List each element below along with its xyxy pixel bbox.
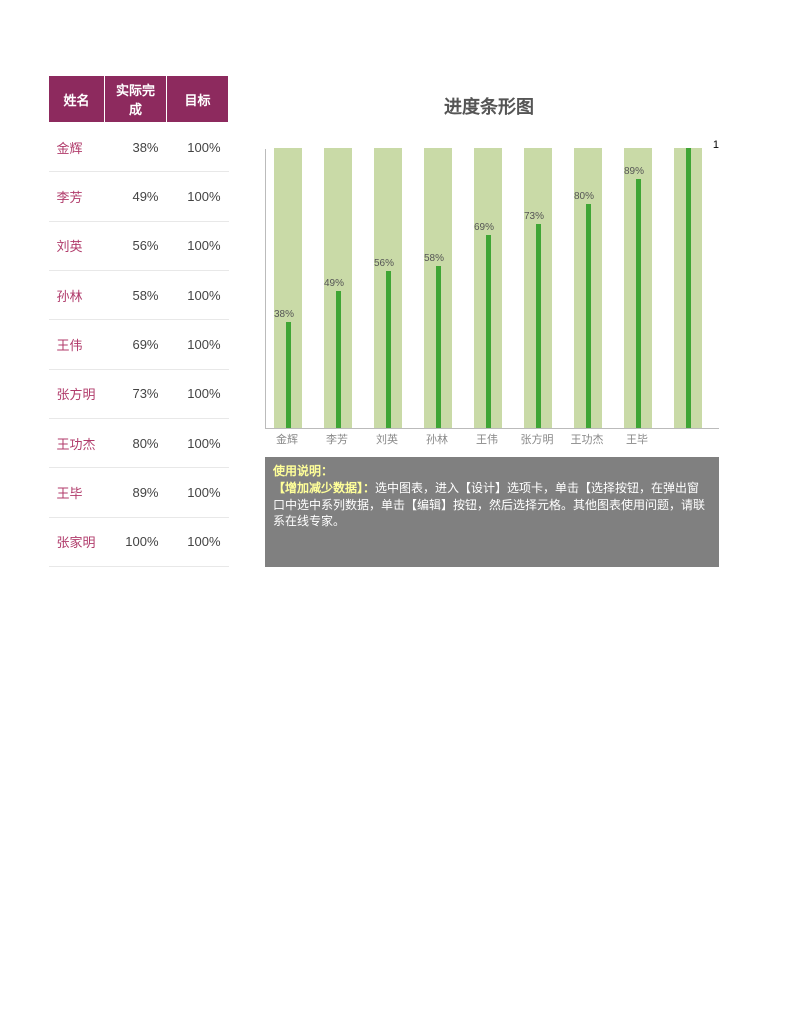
- x-axis-label: 刘英: [365, 431, 409, 447]
- table-row: 张家明100%100%: [49, 517, 229, 566]
- actual-bar: [436, 266, 441, 428]
- actual-bar: [536, 224, 541, 428]
- table-cell: 100%: [167, 221, 229, 270]
- actual-bar: [586, 204, 591, 428]
- x-axis-label: 张方明: [515, 431, 559, 447]
- data-label: 38%: [264, 309, 294, 320]
- table-cell: 58%: [105, 270, 167, 319]
- table-header-cell: 实际完成: [105, 76, 167, 123]
- instructions-panel: 使用说明： 【增加减少数据】：选中图表，进入【设计】选项卡，单击【选择按钮，在弹…: [265, 457, 719, 567]
- data-label: 80%: [564, 191, 594, 202]
- x-axis-label: 金辉: [265, 431, 309, 447]
- instructions-title: 使用说明：: [273, 464, 333, 478]
- table-row: 王毕89%100%: [49, 468, 229, 517]
- table-cell: 100%: [167, 468, 229, 517]
- table-cell: 100%: [167, 270, 229, 319]
- table-row: 王功杰80%100%: [49, 418, 229, 467]
- table-header-cell: 目标: [167, 76, 229, 123]
- table-row: 王伟69%100%: [49, 320, 229, 369]
- table-row: 金辉38%100%: [49, 123, 229, 172]
- table-cell: 100%: [167, 123, 229, 172]
- table-row: 张方明73%100%: [49, 369, 229, 418]
- x-axis-label: 李芳: [315, 431, 359, 447]
- actual-bar: [636, 179, 641, 428]
- table-cell: 100%: [167, 418, 229, 467]
- table-header-cell: 姓名: [49, 76, 105, 123]
- data-label: 69%: [464, 222, 494, 233]
- actual-bar: [686, 148, 691, 428]
- table-cell: 49%: [105, 172, 167, 221]
- instructions-emphasis: 【增加减少数据】：: [273, 481, 375, 495]
- table-row: 刘英56%100%: [49, 221, 229, 270]
- last-data-label: 1: [713, 139, 719, 151]
- table-cell: 金辉: [49, 123, 105, 172]
- table-cell: 89%: [105, 468, 167, 517]
- actual-bar: [486, 235, 491, 428]
- table-cell: 孙林: [49, 270, 105, 319]
- table-cell: 100%: [167, 517, 229, 566]
- table-cell: 73%: [105, 369, 167, 418]
- table-cell: 100%: [105, 517, 167, 566]
- progress-bar-chart: 进度条形图 38% 49% 56% 58% 69% 73% 80% 89% 1 金辉李芳刘英孙…: [259, 75, 719, 567]
- chart-title: 进度条形图: [259, 75, 719, 149]
- x-axis-label: 王毕: [615, 431, 659, 447]
- table-cell: 刘英: [49, 221, 105, 270]
- table-row: 李芳49%100%: [49, 172, 229, 221]
- actual-bar: [336, 291, 341, 428]
- actual-bar: [286, 322, 291, 428]
- table-cell: 100%: [167, 320, 229, 369]
- data-label: 49%: [314, 278, 344, 289]
- table-cell: 100%: [167, 172, 229, 221]
- x-axis-label: 王伟: [465, 431, 509, 447]
- data-table: 姓名实际完成目标 金辉38%100%李芳49%100%刘英56%100%孙林58…: [48, 75, 229, 567]
- table-cell: 张家明: [49, 517, 105, 566]
- table-cell: 56%: [105, 221, 167, 270]
- data-label: 89%: [614, 166, 644, 177]
- table-cell: 69%: [105, 320, 167, 369]
- actual-bar: [386, 271, 391, 428]
- table-cell: 38%: [105, 123, 167, 172]
- chart-x-axis: 1 金辉李芳刘英孙林王伟张方明王功杰王毕: [265, 429, 719, 447]
- chart-plot: 38% 49% 56% 58% 69% 73% 80% 89%: [265, 149, 719, 429]
- table-row: 孙林58%100%: [49, 270, 229, 319]
- table-cell: 100%: [167, 369, 229, 418]
- x-axis-label: 王功杰: [565, 431, 609, 447]
- data-label: 73%: [514, 211, 544, 222]
- table-cell: 王伟: [49, 320, 105, 369]
- table-cell: 王功杰: [49, 418, 105, 467]
- x-axis-label: 孙林: [415, 431, 459, 447]
- table-cell: 张方明: [49, 369, 105, 418]
- table-cell: 王毕: [49, 468, 105, 517]
- data-label: 56%: [364, 258, 394, 269]
- table-cell: 80%: [105, 418, 167, 467]
- data-label: 58%: [414, 253, 444, 264]
- table-cell: 李芳: [49, 172, 105, 221]
